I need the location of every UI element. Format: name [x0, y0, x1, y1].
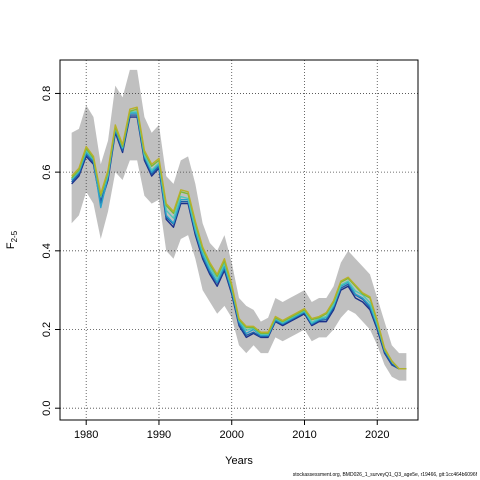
y-axis-title-subscript: 2-5 [10, 230, 19, 242]
series-line-6 [71, 106, 407, 370]
y-axis-title-main: F [5, 242, 17, 249]
y-axis: 0.0 0.2 0.4 0.6 0.8 [41, 86, 60, 416]
source-note: stockassessment.org, BMD026_1_surveyQ1_Q… [293, 472, 478, 478]
x-axis-title: Years [225, 455, 253, 467]
y-tick-label: 0.6 [41, 164, 53, 179]
x-tick-label: 1980 [74, 429, 98, 441]
x-tick-label: 2010 [292, 429, 316, 441]
y-tick-label: 0.2 [41, 322, 53, 337]
x-tick-label: 2020 [365, 429, 389, 441]
y-axis-title: F2-5 [5, 230, 19, 249]
plot-frame [59, 59, 419, 421]
y-tick-label: 0.4 [41, 243, 53, 258]
x-tick-label: 1990 [147, 429, 171, 441]
x-axis: 1980 1990 2000 2010 2020 [74, 420, 389, 441]
y-tick-label: 0.0 [41, 401, 53, 416]
y-tick-label: 0.8 [41, 86, 53, 101]
x-tick-label: 2000 [219, 429, 243, 441]
series-layer [71, 106, 407, 370]
grid-layer [60, 60, 418, 420]
confidence-band [71, 69, 407, 381]
confidence-band-layer [71, 69, 407, 381]
